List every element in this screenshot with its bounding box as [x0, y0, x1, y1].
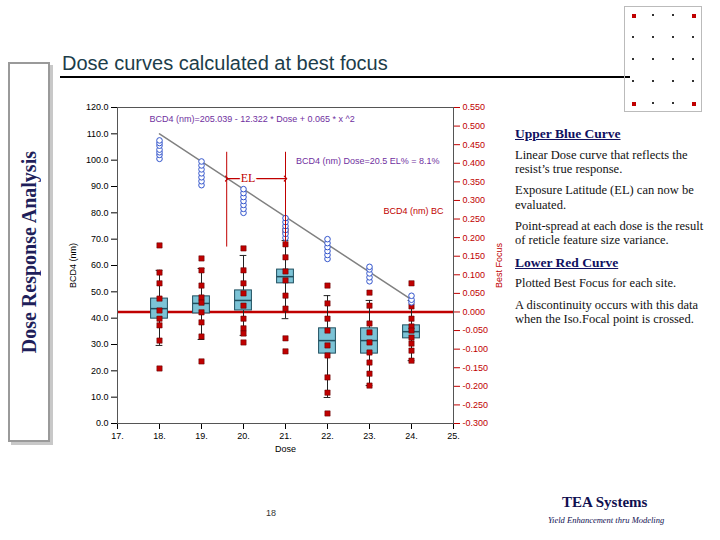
- svg-text:0.100: 0.100: [463, 270, 486, 280]
- svg-text:100.0: 100.0: [86, 155, 109, 165]
- svg-text:0.300: 0.300: [463, 195, 486, 205]
- html-text:TEA Systems: TEA Systems: [562, 494, 648, 510]
- svg-text:BCD4 (nm): BCD4 (nm): [68, 243, 78, 288]
- svg-text:10.0: 10.0: [91, 392, 109, 402]
- svg-text:90.0: 90.0: [91, 181, 109, 191]
- svg-text:110.0: 110.0: [87, 129, 109, 139]
- svg-text:-0.050: -0.050: [463, 325, 489, 335]
- svg-text:0.500: 0.500: [463, 121, 486, 131]
- svg-text:18.: 18.: [153, 431, 166, 441]
- html-text:Yield Enhancement thru Modelin: Yield Enhancement thru Modeling: [548, 515, 665, 525]
- svg-text:17.: 17.: [111, 431, 124, 441]
- svg-text:70.0: 70.0: [91, 234, 109, 244]
- svg-text:19.: 19.: [195, 431, 208, 441]
- html-text:Exposure Latitude (EL) can now: Exposure Latitude (EL) can now be evalua…: [515, 183, 694, 212]
- svg-text:80.0: 80.0: [91, 208, 109, 218]
- html-text:Point-spread at each dose is t: Point-spread at each dose is the result …: [515, 219, 704, 248]
- svg-text:0.450: 0.450: [463, 140, 486, 150]
- svg-text:BCD4 (nm)=205.039 - 12.322 * D: BCD4 (nm)=205.039 - 12.322 * Dose + 0.06…: [150, 114, 355, 124]
- svg-text:Best Focus: Best Focus: [494, 242, 504, 288]
- html-text:Lower Red Curve: Lower Red Curve: [515, 254, 619, 270]
- svg-text:0.250: 0.250: [463, 214, 486, 224]
- svg-text:0.150: 0.150: [463, 251, 486, 261]
- html-text:Dose curves calculated at best: Dose curves calculated at best focus: [62, 52, 388, 74]
- svg-text:20.: 20.: [237, 431, 250, 441]
- svg-text:EL: EL: [241, 171, 256, 185]
- svg-text:Dose: Dose: [275, 444, 296, 454]
- svg-text:21.: 21.: [279, 431, 292, 441]
- svg-text:0.050: 0.050: [463, 288, 486, 298]
- svg-text:BCD4 (nm) Dose=20.5 EL% = 8.1%: BCD4 (nm) Dose=20.5 EL% = 8.1%: [296, 156, 440, 166]
- svg-text:120.0: 120.0: [86, 102, 109, 112]
- svg-text:0.350: 0.350: [463, 177, 486, 187]
- html-text:Upper Blue Curve: Upper Blue Curve: [515, 126, 621, 141]
- svg-text:0.200: 0.200: [463, 232, 486, 242]
- svg-text:40.0: 40.0: [91, 313, 109, 323]
- svg-text:-0.300: -0.300: [463, 418, 489, 428]
- html-text:Dose Response Analysis: Dose Response Analysis: [17, 150, 40, 354]
- svg-text:0.0: 0.0: [96, 418, 109, 428]
- svg-text:-0.150: -0.150: [463, 363, 489, 373]
- svg-text:22.: 22.: [321, 431, 334, 441]
- svg-text:50.0: 50.0: [91, 287, 109, 297]
- svg-text:-0.100: -0.100: [463, 344, 489, 354]
- svg-text:24.: 24.: [405, 431, 418, 441]
- html-text:A discontinuity occurs with th: A discontinuity occurs with this data wh…: [515, 297, 698, 326]
- svg-text:0.400: 0.400: [463, 158, 486, 168]
- svg-text:60.0: 60.0: [91, 260, 109, 270]
- svg-text:20.0: 20.0: [91, 366, 109, 376]
- html-text:Linear Dose curve that reflect: Linear Dose curve that reflects the resi…: [515, 147, 688, 176]
- svg-text:25.: 25.: [447, 431, 460, 441]
- svg-text:23.: 23.: [363, 431, 376, 441]
- svg-text:0.550: 0.550: [463, 102, 486, 112]
- svg-text:BCD4 (nm) BC: BCD4 (nm) BC: [383, 206, 444, 216]
- html-text:18: 18: [266, 508, 276, 518]
- svg-text:30.0: 30.0: [91, 339, 109, 349]
- svg-text:0.000: 0.000: [463, 307, 486, 317]
- html-text:Plotted Best Focus for each si: Plotted Best Focus for each site.: [515, 276, 677, 291]
- svg-text:-0.200: -0.200: [463, 381, 489, 391]
- svg-text:-0.250: -0.250: [463, 400, 489, 410]
